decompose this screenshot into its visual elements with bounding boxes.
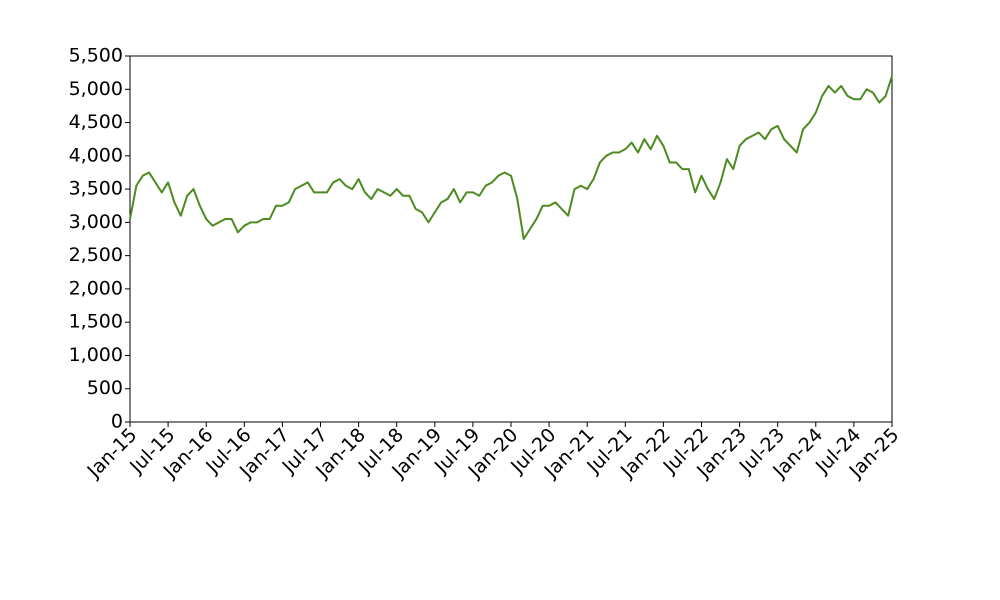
y-tick-label: 1,000 — [69, 344, 123, 366]
y-tick-label: 4,000 — [69, 144, 123, 166]
y-tick-label: 2,500 — [69, 244, 123, 266]
plot-frame — [129, 55, 893, 423]
y-tick-label: 4,500 — [69, 111, 123, 133]
line-series — [129, 75, 893, 240]
y-tick-label: 500 — [87, 377, 123, 399]
y-tick-label: 5,500 — [69, 45, 123, 67]
y-tick-label: 1,500 — [69, 311, 123, 333]
y-tick-label: 3,000 — [69, 211, 123, 233]
y-tick-label: 5,000 — [69, 78, 123, 100]
y-tick-label: 0 — [111, 411, 123, 433]
y-tick-label: 3,500 — [69, 178, 123, 200]
y-tick-label: 2,000 — [69, 277, 123, 299]
x-tick-label: Jan-15 — [83, 424, 142, 483]
